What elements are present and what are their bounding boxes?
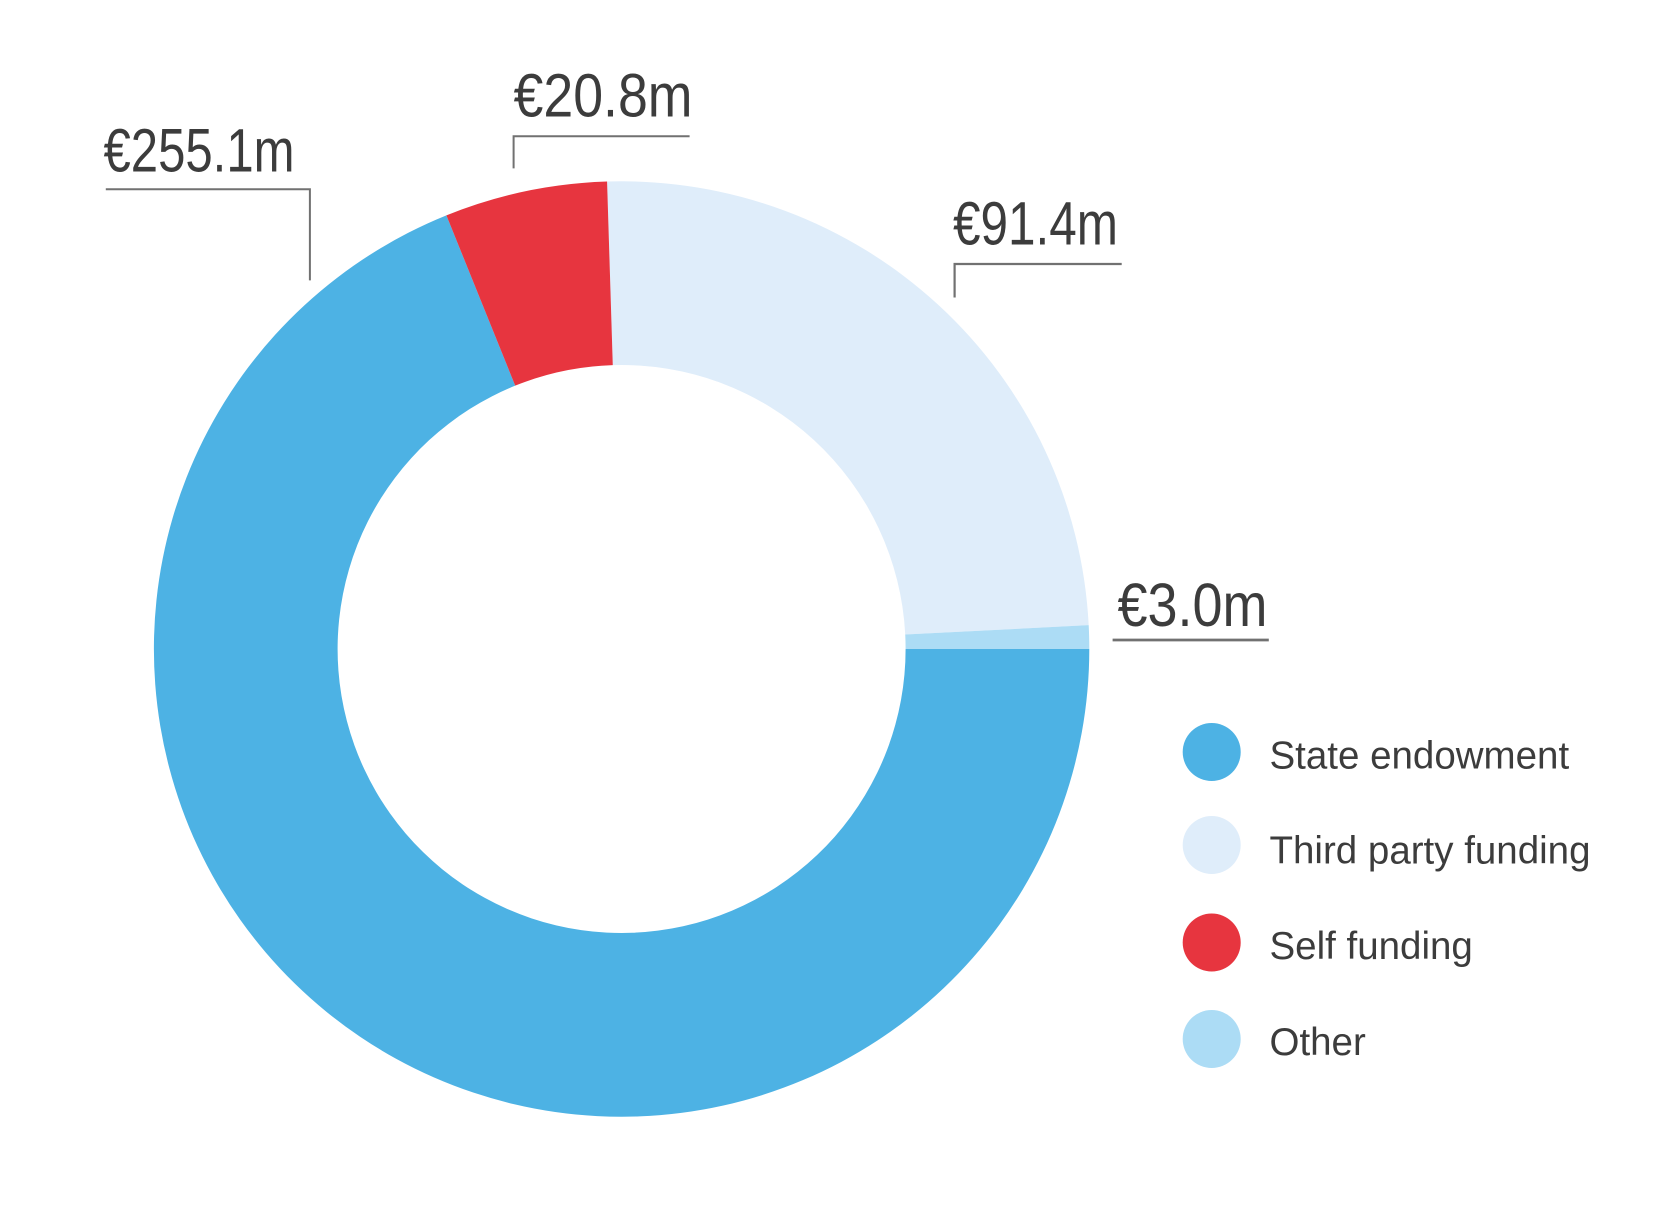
svg-text:State endowment: State endowment <box>1270 735 1570 778</box>
svg-text:Other: Other <box>1270 1021 1366 1064</box>
svg-text:€255.1m: €255.1m <box>104 117 295 185</box>
svg-text:Third party funding: Third party funding <box>1270 830 1591 873</box>
svg-text:€91.4m: €91.4m <box>953 190 1118 258</box>
svg-text:€3.0m: €3.0m <box>1118 571 1268 639</box>
svg-text:Self funding: Self funding <box>1270 925 1473 968</box>
svg-text:€20.8m: €20.8m <box>514 62 693 130</box>
